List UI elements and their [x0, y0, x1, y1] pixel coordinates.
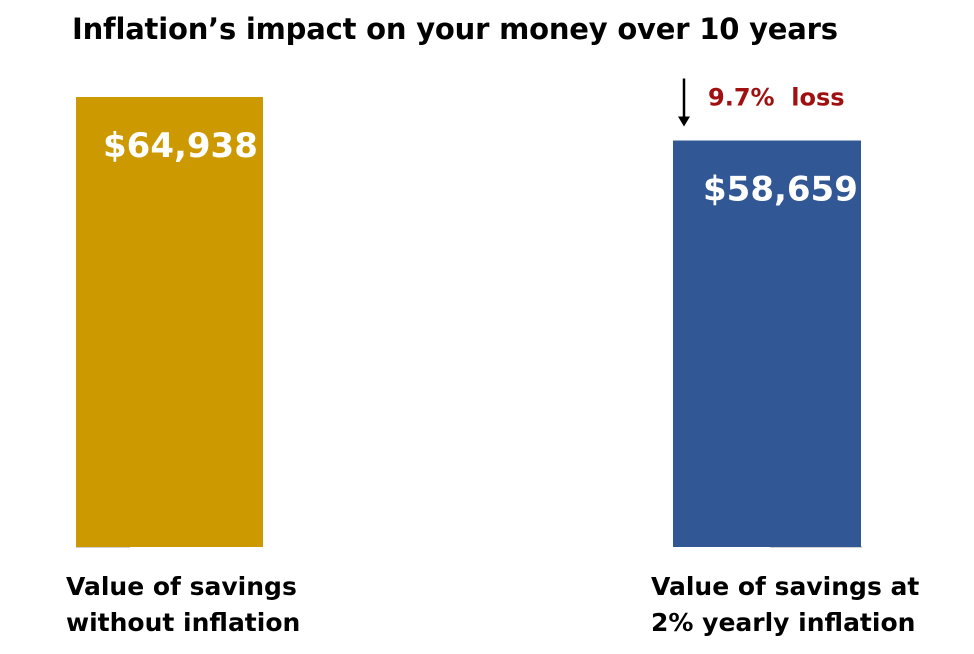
- loss-annotation: 9.7% loss: [678, 78, 845, 127]
- arrow-head-icon: [678, 116, 690, 127]
- value-labels-layer: $64,938 $58,659: [103, 126, 858, 210]
- category-label-line: Value of savings: [66, 572, 297, 601]
- bar-value-label: $64,938: [103, 126, 258, 166]
- bar-without-inflation: [76, 97, 263, 547]
- category-label-with-inflation: Value of savings at 2% yearly inflation: [651, 569, 919, 641]
- bars-layer: [76, 97, 861, 547]
- category-label-line: without inflation: [66, 608, 301, 637]
- category-label-without-inflation: Value of savings without inflation: [66, 569, 300, 641]
- chart-title: Inflation’s impact on your money over 10…: [72, 12, 838, 46]
- bar-value-label: $58,659: [703, 170, 858, 210]
- category-label-line: Value of savings at: [651, 572, 920, 601]
- bar-with-inflation: [673, 140, 861, 547]
- category-label-line: 2% yearly inflation: [651, 608, 916, 637]
- loss-annotation-text: 9.7% loss: [708, 84, 845, 112]
